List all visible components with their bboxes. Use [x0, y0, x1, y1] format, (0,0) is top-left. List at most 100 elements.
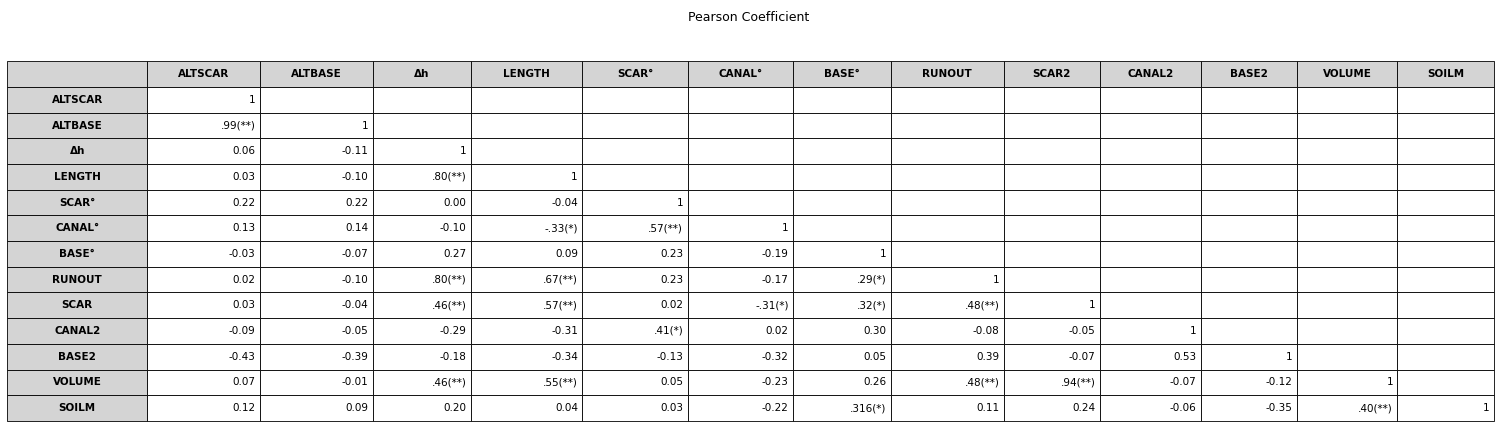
Text: 0.05: 0.05 — [863, 352, 887, 362]
Text: 1: 1 — [677, 198, 683, 208]
Text: -0.10: -0.10 — [342, 172, 369, 182]
Text: LENGTH: LENGTH — [503, 69, 550, 79]
Text: .94(**): .94(**) — [1061, 377, 1095, 387]
Text: -0.31: -0.31 — [551, 326, 578, 336]
Text: .48(**): .48(**) — [965, 300, 999, 310]
Text: 1: 1 — [993, 275, 999, 285]
Text: SCAR°: SCAR° — [617, 69, 653, 79]
Text: SCAR: SCAR — [61, 300, 93, 310]
Text: 0.04: 0.04 — [554, 403, 578, 413]
Text: 1: 1 — [571, 172, 578, 182]
Text: -0.13: -0.13 — [656, 352, 683, 362]
Text: -0.19: -0.19 — [762, 249, 788, 259]
Text: 0.30: 0.30 — [863, 326, 887, 336]
Text: 1: 1 — [879, 249, 887, 259]
Text: 1: 1 — [1089, 300, 1095, 310]
Text: 1: 1 — [1285, 352, 1293, 362]
Text: 1: 1 — [1483, 403, 1489, 413]
Text: BASE2: BASE2 — [1230, 69, 1267, 79]
Text: CANAL2: CANAL2 — [1126, 69, 1173, 79]
Text: -0.17: -0.17 — [762, 275, 788, 285]
Text: Δh: Δh — [415, 69, 430, 79]
Text: 0.02: 0.02 — [765, 326, 788, 336]
Text: 0.05: 0.05 — [661, 377, 683, 387]
Text: CANAL°: CANAL° — [55, 223, 99, 233]
Text: BASE°: BASE° — [60, 249, 94, 259]
Text: -0.04: -0.04 — [342, 300, 369, 310]
Text: .80(**): .80(**) — [431, 275, 466, 285]
Text: -0.35: -0.35 — [1266, 403, 1293, 413]
Text: .46(**): .46(**) — [431, 300, 466, 310]
Text: 1: 1 — [1189, 326, 1195, 336]
Text: -.31(*): -.31(*) — [755, 300, 788, 310]
Text: -0.29: -0.29 — [439, 326, 466, 336]
Text: .99(**): .99(**) — [220, 121, 256, 131]
Text: 0.53: 0.53 — [1173, 352, 1195, 362]
Text: 1: 1 — [363, 121, 369, 131]
Text: 0.24: 0.24 — [1073, 403, 1095, 413]
Text: .80(**): .80(**) — [431, 172, 466, 182]
Text: CANAL2: CANAL2 — [54, 326, 100, 336]
Text: -0.23: -0.23 — [762, 377, 788, 387]
Text: 0.22: 0.22 — [346, 198, 369, 208]
Text: -0.05: -0.05 — [342, 326, 369, 336]
Text: -0.07: -0.07 — [1068, 352, 1095, 362]
Text: -0.07: -0.07 — [342, 249, 369, 259]
Text: 0.20: 0.20 — [443, 403, 466, 413]
Text: -0.04: -0.04 — [551, 198, 578, 208]
Text: -0.10: -0.10 — [342, 275, 369, 285]
Text: .29(*): .29(*) — [857, 275, 887, 285]
Text: .57(**): .57(**) — [649, 223, 683, 233]
Text: -0.12: -0.12 — [1266, 377, 1293, 387]
Text: -0.08: -0.08 — [972, 326, 999, 336]
Text: BASE2: BASE2 — [58, 352, 96, 362]
Text: 0.14: 0.14 — [346, 223, 369, 233]
Text: -0.03: -0.03 — [229, 249, 256, 259]
Text: SCAR2: SCAR2 — [1032, 69, 1071, 79]
Text: .55(**): .55(**) — [542, 377, 578, 387]
Text: ALTSCAR: ALTSCAR — [51, 95, 103, 105]
Text: ALTBASE: ALTBASE — [52, 121, 102, 131]
Text: SOILM: SOILM — [58, 403, 96, 413]
Text: .41(*): .41(*) — [653, 326, 683, 336]
Text: 0.23: 0.23 — [661, 275, 683, 285]
Text: RUNOUT: RUNOUT — [52, 275, 102, 285]
Text: -0.06: -0.06 — [1170, 403, 1195, 413]
Text: -0.22: -0.22 — [762, 403, 788, 413]
Text: ALTSCAR: ALTSCAR — [178, 69, 229, 79]
Text: -0.01: -0.01 — [342, 377, 369, 387]
Text: 0.03: 0.03 — [661, 403, 683, 413]
Text: 0.11: 0.11 — [977, 403, 999, 413]
Text: SCAR°: SCAR° — [58, 198, 96, 208]
Text: ALTBASE: ALTBASE — [291, 69, 342, 79]
Text: 1: 1 — [460, 146, 466, 156]
Text: .57(**): .57(**) — [542, 300, 578, 310]
Text: Pearson Coefficient: Pearson Coefficient — [689, 11, 809, 24]
Text: .48(**): .48(**) — [965, 377, 999, 387]
Text: 1: 1 — [1386, 377, 1393, 387]
Text: 0.26: 0.26 — [863, 377, 887, 387]
Text: .67(**): .67(**) — [542, 275, 578, 285]
Text: .316(*): .316(*) — [849, 403, 887, 413]
Text: VOLUME: VOLUME — [52, 377, 102, 387]
Text: -0.39: -0.39 — [342, 352, 369, 362]
Text: Δh: Δh — [69, 146, 85, 156]
Text: LENGTH: LENGTH — [54, 172, 100, 182]
Text: -0.34: -0.34 — [551, 352, 578, 362]
Text: .32(*): .32(*) — [857, 300, 887, 310]
Text: 0.13: 0.13 — [232, 223, 256, 233]
Text: BASE°: BASE° — [824, 69, 860, 79]
Text: 0.09: 0.09 — [554, 249, 578, 259]
Text: 0.22: 0.22 — [232, 198, 256, 208]
Text: 0.03: 0.03 — [232, 300, 256, 310]
Text: 0.09: 0.09 — [346, 403, 369, 413]
Text: 0.03: 0.03 — [232, 172, 256, 182]
Text: CANAL°: CANAL° — [719, 69, 762, 79]
Text: -0.18: -0.18 — [439, 352, 466, 362]
Text: 0.02: 0.02 — [661, 300, 683, 310]
Text: -0.05: -0.05 — [1068, 326, 1095, 336]
Text: -0.07: -0.07 — [1170, 377, 1195, 387]
Text: 0.07: 0.07 — [232, 377, 256, 387]
Text: 0.06: 0.06 — [232, 146, 256, 156]
Text: -.33(*): -.33(*) — [544, 223, 578, 233]
